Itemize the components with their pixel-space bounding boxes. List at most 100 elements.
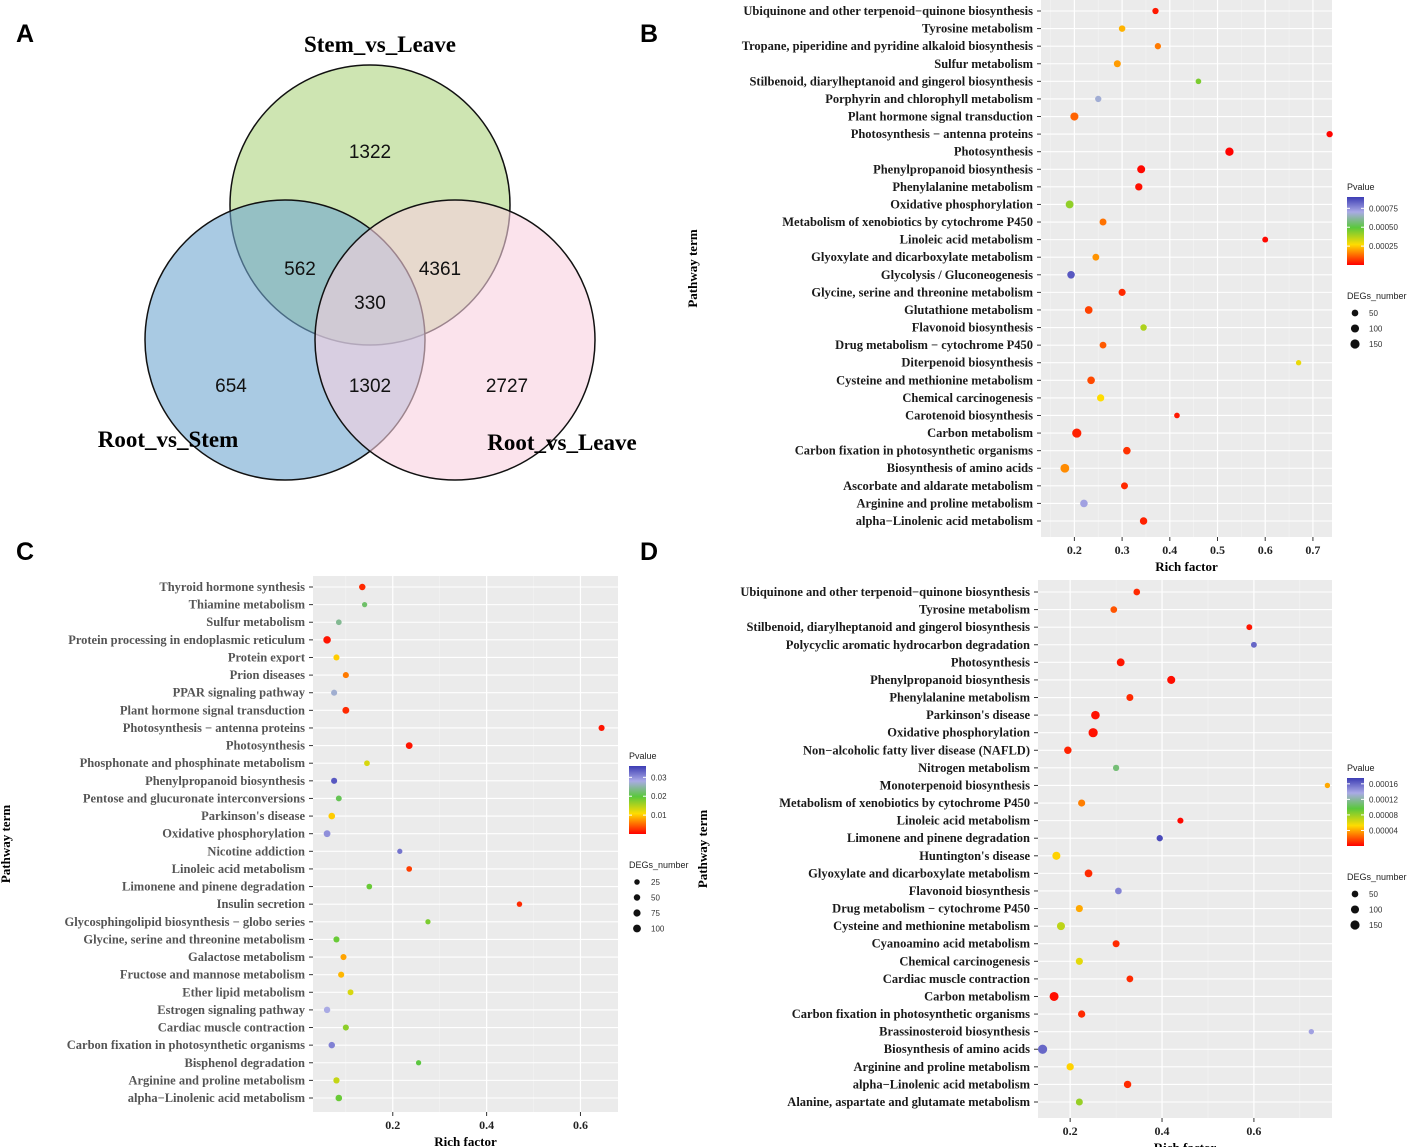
legend-colorbar-label: 0.03 bbox=[651, 773, 667, 782]
venn-count-root-leave-only: 2727 bbox=[486, 376, 528, 397]
data-point bbox=[516, 901, 523, 907]
data-point bbox=[333, 1077, 340, 1084]
term-label: alpha−Linolenic acid metabolism bbox=[128, 1091, 306, 1105]
data-point bbox=[1095, 95, 1102, 103]
data-point bbox=[331, 777, 338, 784]
venn-count-all: 330 bbox=[354, 293, 386, 314]
data-point bbox=[1167, 675, 1176, 684]
term-label: Plant hormone signal transduction bbox=[848, 110, 1033, 124]
data-point bbox=[1066, 1063, 1074, 1071]
data-point bbox=[1112, 764, 1120, 772]
data-point bbox=[333, 654, 340, 661]
term-label: Parkinson's disease bbox=[926, 708, 1030, 722]
term-label: Flavonoid biosynthesis bbox=[912, 321, 1033, 335]
data-point bbox=[342, 706, 350, 714]
legend-colorbar-label: 0.00004 bbox=[1369, 826, 1398, 835]
term-label: Nitrogen metabolism bbox=[918, 761, 1030, 775]
data-point bbox=[1067, 271, 1075, 279]
data-point bbox=[598, 724, 605, 732]
legend-size-dot bbox=[633, 894, 641, 901]
data-point bbox=[1084, 869, 1093, 878]
data-point bbox=[1262, 236, 1269, 243]
legend-colorbar bbox=[1347, 778, 1364, 846]
data-point bbox=[1195, 78, 1202, 85]
term-label: Arginine and proline metabolism bbox=[853, 1060, 1030, 1074]
term-label: Limonene and pinene degradation bbox=[122, 880, 305, 894]
term-label: Carbon metabolism bbox=[927, 426, 1033, 440]
data-point bbox=[1087, 376, 1095, 385]
y-axis-title: Pathway term bbox=[0, 805, 13, 884]
legend-size-label: 50 bbox=[651, 894, 660, 903]
term-label: Stilbenoid, diarylheptanoid and gingerol… bbox=[749, 74, 1033, 88]
data-point bbox=[1152, 7, 1159, 15]
x-tick-label: 0.4 bbox=[1162, 543, 1177, 557]
term-label: Metabolism of xenobiotics by cytochrome … bbox=[779, 796, 1030, 810]
data-point bbox=[323, 636, 331, 644]
term-label: Arginine and proline metabolism bbox=[128, 1073, 305, 1087]
data-point bbox=[1137, 165, 1146, 174]
legend-colorbar-label: 0.00012 bbox=[1369, 795, 1398, 804]
data-point bbox=[323, 830, 331, 838]
term-label: Pentose and glucuronate interconversions bbox=[83, 791, 305, 805]
x-tick-label: 0.6 bbox=[1258, 543, 1273, 557]
term-label: Linoleic acid metabolism bbox=[172, 862, 306, 876]
term-label: Glycine, serine and threonine metabolism bbox=[811, 285, 1033, 299]
data-point bbox=[415, 1060, 422, 1066]
term-label: Photosynthesis − antenna proteins bbox=[851, 127, 1033, 141]
x-tick-label: 0.3 bbox=[1115, 543, 1130, 557]
term-label: Glyoxylate and dicarboxylate metabolism bbox=[811, 250, 1033, 264]
data-point bbox=[340, 953, 347, 961]
data-point bbox=[335, 795, 342, 802]
term-label: Thiamine metabolism bbox=[189, 598, 306, 612]
term-label: Ubiquinone and other terpenoid−quinone b… bbox=[743, 4, 1033, 18]
term-label: Protein processing in endoplasmic reticu… bbox=[68, 633, 305, 647]
x-tick-label: 0.2 bbox=[1067, 543, 1082, 557]
legend-size-label: 100 bbox=[1369, 325, 1383, 334]
term-label: Cysteine and methionine metabolism bbox=[836, 373, 1033, 387]
term-label: Cardiac muscle contraction bbox=[158, 1021, 305, 1035]
venn-label-stem-vs-leave: Stem_vs_Leave bbox=[304, 32, 456, 57]
data-point bbox=[1123, 446, 1131, 455]
term-label: Nicotine addiction bbox=[207, 844, 305, 858]
x-tick-label: 0.4 bbox=[479, 1118, 494, 1132]
term-label: Phenylpropanoid biosynthesis bbox=[873, 162, 1033, 176]
y-axis-title: Pathway term bbox=[685, 229, 700, 308]
data-point bbox=[1326, 130, 1333, 138]
term-label: Drug metabolism − cytochrome P450 bbox=[835, 338, 1033, 352]
data-point bbox=[1075, 957, 1083, 965]
legend-pvalue-title: Pvalue bbox=[629, 751, 657, 761]
data-point bbox=[1096, 394, 1105, 402]
term-label: Insulin secretion bbox=[217, 897, 305, 911]
term-label: Polycyclic aromatic hydrocarbon degradat… bbox=[786, 638, 1030, 652]
data-point bbox=[1077, 1010, 1086, 1018]
data-point bbox=[342, 672, 349, 679]
data-point bbox=[406, 866, 413, 872]
legend-size-label: 100 bbox=[651, 925, 665, 934]
term-label: Ascorbate and aldarate metabolism bbox=[843, 479, 1033, 493]
term-label: Glyoxylate and dicarboxylate metabolism bbox=[808, 866, 1030, 880]
data-point bbox=[1139, 517, 1148, 525]
data-point bbox=[1246, 624, 1253, 631]
term-label: Phosphonate and phosphinate metabolism bbox=[80, 756, 306, 770]
term-label: Huntington's disease bbox=[919, 849, 1030, 863]
term-label: Sulfur metabolism bbox=[206, 615, 305, 629]
venn-count-root-stem-only: 654 bbox=[215, 376, 247, 397]
term-label: Porphyrin and chlorophyll metabolism bbox=[825, 92, 1033, 106]
x-tick-label: 0.6 bbox=[573, 1118, 588, 1132]
term-label: Linoleic acid metabolism bbox=[897, 814, 1031, 828]
legend-size-dot bbox=[1350, 324, 1360, 333]
data-point bbox=[1118, 25, 1126, 32]
term-label: Prion diseases bbox=[230, 668, 305, 682]
data-point bbox=[366, 883, 373, 890]
plot-background bbox=[313, 576, 618, 1112]
term-label: Galactose metabolism bbox=[188, 950, 306, 964]
legend-size-dot bbox=[633, 924, 641, 933]
plot-background bbox=[1038, 580, 1332, 1118]
term-label: Chemical carcinogenesis bbox=[899, 954, 1030, 968]
term-label: Monoterpenoid biosynthesis bbox=[880, 778, 1031, 792]
term-label: Glycosphingolipid biosynthesis − globo s… bbox=[64, 915, 305, 929]
legend-size-label: 150 bbox=[1369, 921, 1383, 930]
venn-label-root-vs-stem: Root_vs_Stem bbox=[98, 427, 239, 452]
venn-count-rootstem-rootleave: 1302 bbox=[349, 376, 391, 397]
